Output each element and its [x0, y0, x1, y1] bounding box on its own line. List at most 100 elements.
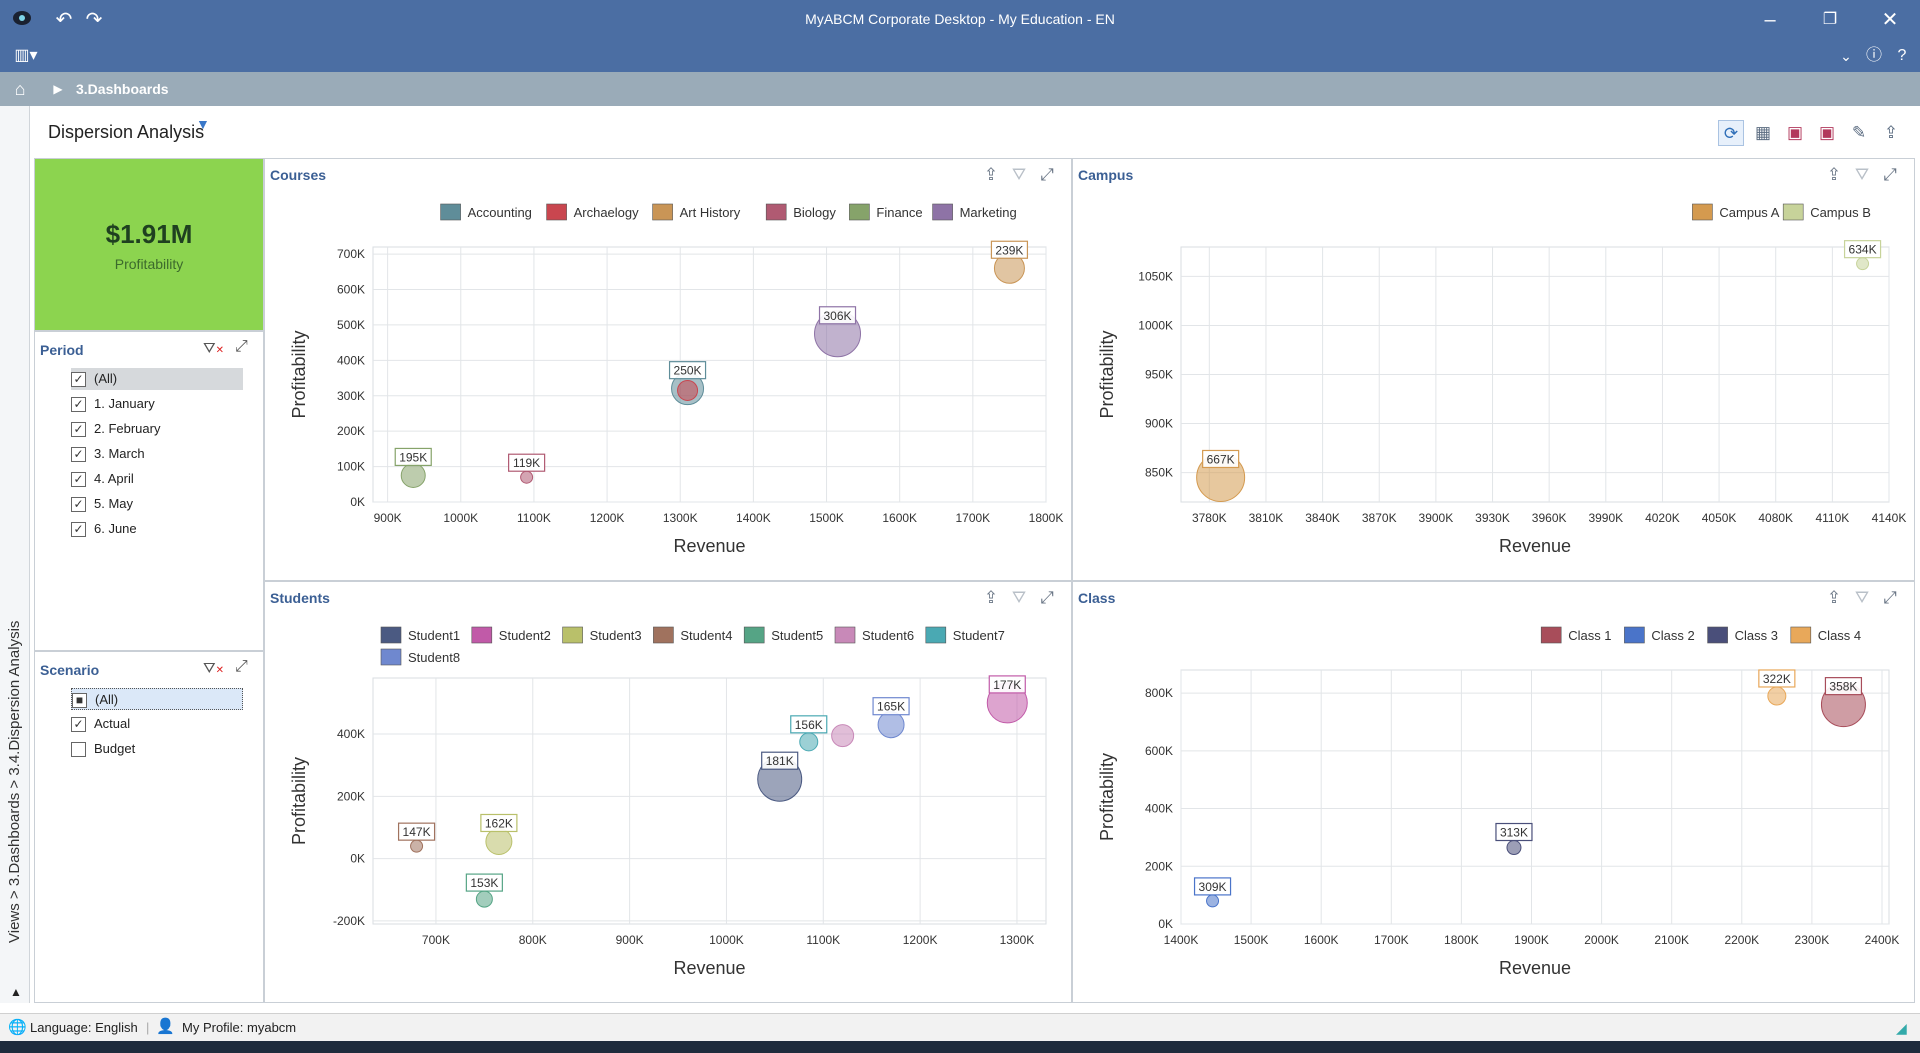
y-tick-label: -200K [333, 914, 365, 928]
legend-item[interactable]: Marketing [932, 203, 1017, 221]
y-tick-label: 0K [350, 852, 365, 866]
navigation-path[interactable]: Views > 3.Dashboards > 3.4.Dispersion An… [6, 620, 23, 943]
legend-item[interactable]: Student2 [471, 626, 551, 644]
edit-icon[interactable]: ✎ [1851, 123, 1867, 142]
panel-toggle-icon[interactable]: ▥▾ [14, 47, 38, 64]
data-label: 306K [818, 306, 857, 325]
clear-filter-icon[interactable]: ⛛✕ [203, 660, 224, 677]
info-icon[interactable]: ⓘ [1865, 47, 1882, 64]
legend-item[interactable]: Class 3 [1707, 626, 1778, 644]
language-status[interactable]: Language: English [30, 1020, 138, 1035]
export-icon[interactable]: ⇪ [983, 165, 999, 184]
data-point-bubble[interactable] [1206, 894, 1220, 908]
filter-option[interactable]: ✓ Actual [71, 713, 243, 735]
data-point-bubble[interactable] [410, 839, 424, 853]
home-icon[interactable]: ⌂ [14, 79, 26, 99]
filter-option[interactable]: ✓ 2. February [71, 418, 243, 440]
maximize-icon[interactable]: ⤢ [1883, 588, 1897, 607]
maximize-icon[interactable]: ⤢ [1040, 165, 1054, 184]
maximize-icon[interactable]: ⤢ [235, 658, 248, 675]
legend-item[interactable]: Student7 [925, 626, 1005, 644]
checkbox[interactable]: ✓ [71, 497, 86, 513]
filter-option[interactable]: ✓ (All) [71, 368, 243, 390]
legend-item[interactable]: Class 2 [1624, 626, 1695, 644]
data-point-bubble[interactable] [877, 711, 905, 739]
export-icon[interactable]: ⇪ [1826, 588, 1842, 607]
export-icon[interactable]: ⇪ [1826, 165, 1842, 184]
data-point-bubble[interactable] [799, 732, 819, 752]
maximize-icon[interactable]: ⤢ [235, 338, 248, 355]
refresh-icon[interactable]: ⟳ [1718, 120, 1744, 146]
save-as-icon[interactable]: ▣ [1818, 123, 1836, 142]
data-point-bubble[interactable] [677, 379, 699, 401]
checkbox[interactable] [71, 742, 86, 758]
filter-option[interactable]: ✓ 1. January [71, 393, 243, 415]
redo-icon[interactable]: ↷ [85, 9, 103, 31]
clear-filter-icon[interactable]: ⛛ [1854, 165, 1870, 184]
filter-option[interactable]: ✓ 5. May [71, 493, 243, 515]
legend-item[interactable]: Student6 [834, 626, 914, 644]
help-icon[interactable]: ? [1897, 47, 1907, 64]
legend-item[interactable]: Archaelogy [546, 203, 640, 221]
legend-item[interactable]: Student3 [562, 626, 642, 644]
checkbox[interactable]: ■ [72, 693, 87, 709]
profile-status[interactable]: My Profile: myabcm [182, 1020, 297, 1035]
resize-grip-icon[interactable]: ◢ [1896, 1020, 1907, 1036]
export-icon[interactable]: ⇪ [1883, 123, 1899, 142]
chart-title: Students [270, 590, 330, 606]
filter-option[interactable]: ✓ 3. March [71, 443, 243, 465]
legend-item[interactable]: Finance [849, 203, 923, 221]
save-icon[interactable]: ▣ [1786, 123, 1804, 142]
checkbox[interactable]: ✓ [71, 372, 86, 388]
data-point-bubble[interactable] [485, 827, 513, 855]
chevron-down-icon[interactable]: ⌄ [1840, 48, 1852, 64]
y-axis-label: Profitability [289, 330, 309, 418]
legend-item[interactable]: Class 4 [1790, 626, 1861, 644]
filter-option[interactable]: Budget [71, 738, 243, 760]
checkbox[interactable]: ✓ [71, 522, 86, 538]
filter-option[interactable]: ■ (All) [71, 688, 243, 710]
legend-item[interactable]: Student5 [743, 626, 823, 644]
legend-label: Student4 [680, 628, 732, 643]
data-point-bubble[interactable] [400, 462, 426, 488]
filter-option[interactable]: ✓ 4. April [71, 468, 243, 490]
expand-arrow-icon[interactable]: ▶ [53, 82, 63, 96]
x-tick-label: 2300K [1795, 933, 1830, 947]
data-point-bubble[interactable] [1506, 840, 1522, 856]
legend-swatch [652, 203, 673, 221]
legend-item[interactable]: Biology [765, 203, 836, 221]
legend-item[interactable]: Student4 [653, 626, 732, 644]
checkbox[interactable]: ✓ [71, 472, 86, 488]
legend-item[interactable]: Class 1 [1540, 626, 1612, 644]
clear-filter-icon[interactable]: ⛛ [1011, 165, 1027, 184]
legend-item[interactable]: Accounting [440, 203, 532, 221]
checkbox[interactable]: ✓ [71, 447, 86, 463]
data-point-bubble[interactable] [475, 890, 493, 908]
clear-filter-icon[interactable]: ⛛ [1011, 588, 1027, 607]
close-icon[interactable]: ✕ [1881, 9, 1899, 31]
collapse-up-icon[interactable]: ▲ [10, 985, 22, 999]
breadcrumb-item[interactable]: 3.Dashboards [76, 81, 169, 97]
legend-item[interactable]: Student8 [380, 648, 460, 666]
checkbox[interactable]: ✓ [71, 717, 86, 733]
checkbox[interactable]: ✓ [71, 397, 86, 413]
minimize-icon[interactable]: – [1764, 9, 1776, 31]
data-point-bubble[interactable] [831, 724, 855, 748]
restore-icon[interactable]: ❐ [1822, 11, 1838, 28]
data-point-bubble[interactable] [1856, 257, 1870, 271]
export-icon[interactable]: ⇪ [983, 588, 999, 607]
legend-item[interactable]: Art History [652, 203, 741, 221]
legend-item[interactable]: Campus A [1692, 203, 1780, 221]
filter-option[interactable]: ✓ 6. June [71, 518, 243, 540]
clear-filter-icon[interactable]: ⛛ [1854, 588, 1870, 607]
legend-item[interactable]: Student1 [380, 626, 460, 644]
checkbox[interactable]: ✓ [71, 422, 86, 438]
data-point-bubble[interactable] [520, 470, 534, 484]
grid-icon[interactable]: ▦ [1754, 123, 1772, 142]
data-point-bubble[interactable] [1767, 686, 1787, 706]
legend-item[interactable]: Campus B [1782, 203, 1871, 221]
maximize-icon[interactable]: ⤢ [1883, 165, 1897, 184]
maximize-icon[interactable]: ⤢ [1040, 588, 1054, 607]
undo-icon[interactable]: ↶ [55, 9, 73, 31]
clear-filter-icon[interactable]: ⛛✕ [203, 340, 224, 357]
